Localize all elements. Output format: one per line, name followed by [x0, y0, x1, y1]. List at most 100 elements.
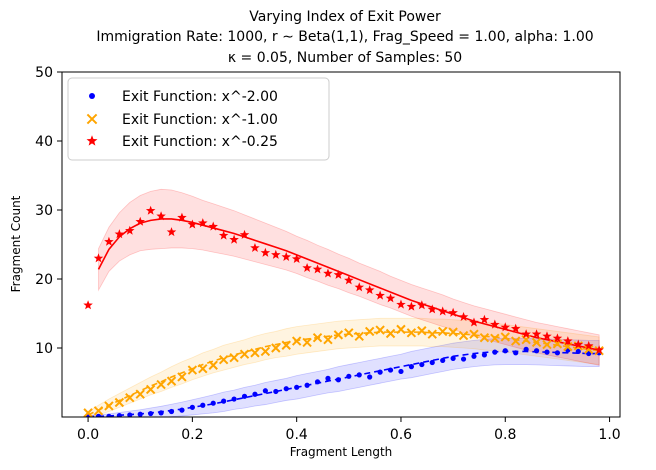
y-tick-label: 40 — [35, 134, 53, 150]
data-point-series-3 — [594, 345, 604, 355]
data-point-series-1 — [450, 355, 456, 361]
data-point-series-2 — [531, 337, 542, 348]
legend-label-series-1: Exit Function: x^-2.00 — [122, 89, 278, 105]
data-point-series-2 — [584, 344, 594, 355]
data-point-series-3 — [458, 311, 469, 321]
data-point-series-3 — [583, 340, 594, 350]
data-point-series-3 — [93, 253, 104, 263]
data-point-series-3 — [177, 212, 187, 222]
data-point-series-2 — [312, 332, 323, 343]
data-point-series-3 — [156, 211, 166, 221]
data-point-series-3 — [135, 216, 145, 226]
data-point-series-1 — [168, 408, 175, 415]
data-point-series-1 — [440, 357, 446, 364]
data-point-series-1 — [471, 353, 477, 359]
legend-markers — [86, 93, 98, 146]
data-point-series-1 — [283, 386, 289, 392]
data-point-series-2 — [208, 360, 218, 370]
x-tick-label: 0.6 — [390, 427, 412, 443]
chart-title-line-1: Varying Index of Exit Power — [249, 9, 441, 25]
data-point-series-3 — [83, 300, 93, 310]
y-axis: 10 20 30 40 50 — [35, 65, 62, 357]
data-point-series-2 — [145, 384, 156, 395]
chart-title-line-3: κ = 0.05, Number of Samples: 50 — [228, 50, 462, 66]
legend-marker-series-3 — [86, 135, 98, 146]
data-point-series-3 — [229, 234, 239, 244]
data-point-series-2 — [302, 337, 312, 348]
data-point-series-1 — [533, 348, 540, 354]
y-tick-label: 50 — [35, 65, 53, 81]
data-point-series-1 — [158, 410, 164, 416]
y-tick-label: 20 — [35, 272, 53, 288]
data-point-series-2 — [469, 329, 479, 339]
data-point-series-2 — [344, 328, 354, 338]
data-point-series-3 — [104, 236, 114, 246]
data-point-series-2 — [510, 336, 521, 346]
data-point-series-1 — [408, 364, 415, 370]
data-point-series-3 — [437, 306, 448, 316]
data-point-series-1 — [398, 368, 404, 375]
data-point-series-1 — [262, 388, 268, 394]
confidence-band-series-1 — [87, 337, 600, 417]
data-point-series-2 — [354, 331, 364, 341]
data-point-series-3 — [448, 307, 458, 317]
data-point-series-1 — [367, 374, 373, 380]
data-point-series-1 — [210, 400, 216, 406]
legend: Exit Function: x^-2.00 Exit Function: x^… — [67, 77, 330, 161]
data-point-series-1 — [419, 361, 425, 368]
legend-marker-series-1 — [89, 93, 95, 99]
plot-frame — [61, 71, 621, 418]
data-point-series-2 — [281, 340, 291, 350]
data-point-series-1 — [502, 348, 508, 354]
data-point-series-1 — [356, 372, 362, 378]
data-point-series-2 — [291, 336, 302, 346]
data-point-series-1 — [148, 410, 154, 417]
data-point-series-2 — [239, 349, 250, 359]
plot-area — [83, 188, 604, 417]
data-point-series-2 — [135, 389, 145, 399]
data-point-series-2 — [385, 328, 396, 339]
data-point-series-1 — [387, 367, 394, 373]
data-point-series-2 — [406, 328, 417, 338]
legend-label-series-2: Exit Function: x^-1.00 — [122, 112, 278, 128]
data-point-series-2 — [521, 335, 531, 345]
data-point-series-2 — [542, 339, 552, 350]
data-point-series-3 — [281, 251, 291, 261]
data-point-series-1 — [273, 388, 279, 395]
legend-box — [67, 77, 330, 161]
data-point-series-1 — [231, 396, 237, 402]
data-point-series-1 — [377, 369, 383, 375]
data-point-series-2 — [479, 332, 490, 343]
data-point-series-1 — [460, 356, 467, 362]
data-point-series-2 — [375, 325, 385, 335]
data-point-series-2 — [563, 341, 573, 352]
legend-marker-series-2 — [86, 113, 98, 125]
data-point-series-2 — [198, 363, 208, 374]
data-point-series-2 — [83, 408, 93, 417]
data-point-series-2 — [187, 365, 198, 375]
data-point-series-1 — [179, 407, 185, 413]
y-tick-label: 10 — [35, 341, 53, 357]
data-point-series-3 — [417, 300, 427, 310]
data-point-series-2 — [417, 326, 427, 336]
data-point-series-3 — [531, 329, 542, 339]
data-point-series-1 — [481, 352, 488, 358]
data-point-series-3 — [479, 314, 490, 324]
data-point-series-3 — [396, 299, 406, 309]
data-point-series-2 — [93, 406, 104, 416]
data-point-series-2 — [552, 339, 563, 349]
data-point-series-2 — [156, 379, 166, 390]
data-point-series-3 — [333, 269, 344, 279]
x-axis: 0.0 0.2 0.4 0.6 0.8 1.0 — [77, 417, 621, 443]
data-point-series-1 — [294, 384, 300, 390]
legend-label-series-3: Exit Function: x^-0.25 — [122, 134, 278, 150]
data-point-series-1 — [513, 350, 519, 356]
x-tick-label: 0.8 — [494, 427, 516, 443]
data-point-series-1 — [116, 413, 122, 417]
data-points — [83, 205, 604, 417]
data-point-series-1 — [346, 373, 352, 379]
x-axis-label: Fragment Length — [290, 445, 393, 459]
data-point-series-2 — [218, 355, 229, 365]
data-point-series-1 — [106, 413, 112, 417]
data-point-series-1 — [241, 393, 248, 399]
